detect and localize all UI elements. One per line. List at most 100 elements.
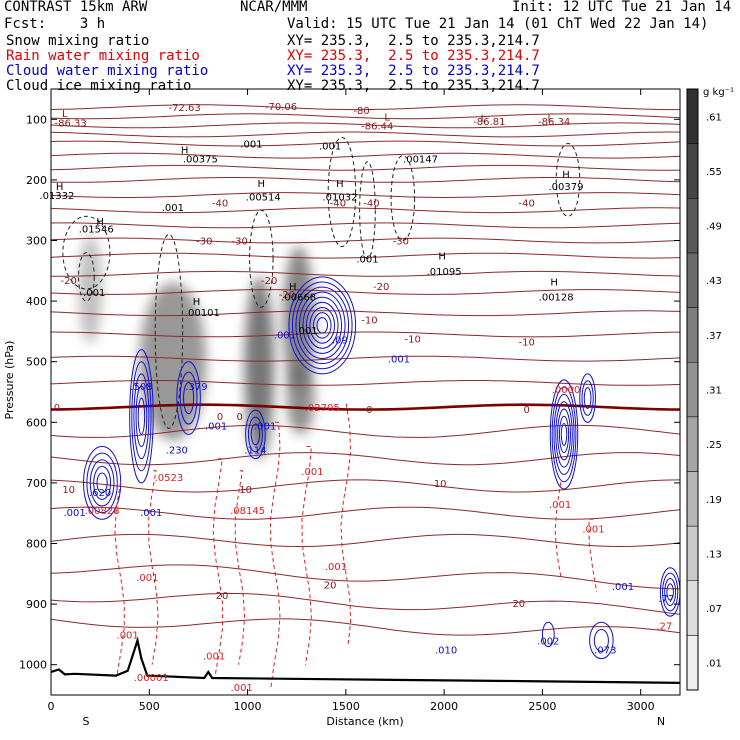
cloud-water-label: .001 <box>63 508 85 519</box>
freezing-isotherm <box>51 403 680 411</box>
colorbar-frame <box>686 88 699 691</box>
rain-label: .001 <box>203 652 225 663</box>
cloud-water-contour <box>312 312 332 339</box>
temperature-isotherm <box>51 592 680 615</box>
field-cloud-ice-xy: XY= 235.3, 2.5 to 235.3,214.7 <box>287 78 540 94</box>
cloud-ice-label: .00147 <box>403 155 438 166</box>
temperature-label: 10 <box>434 479 447 490</box>
cloud-water-contour <box>131 361 152 472</box>
cloud-water-label: .073 <box>594 646 616 657</box>
cloud-water-contour <box>245 409 266 460</box>
rain-contour <box>114 482 125 677</box>
x-tick-label: 500 <box>139 700 160 713</box>
temperature-label: -86.33 <box>55 118 87 129</box>
x-tick-label: 2500 <box>528 700 556 713</box>
temperature-label: 10 <box>239 485 252 496</box>
cloud-ice-low-marker: L <box>481 113 487 124</box>
snow-shade <box>244 276 275 459</box>
colorbar-level-label: .49 <box>706 222 722 233</box>
cloud-ice-label: .00514 <box>246 192 281 203</box>
colorbar-level-label: .31 <box>706 386 722 397</box>
colorbar-swatch <box>686 252 699 308</box>
header-org: NCAR/MMM <box>240 0 308 15</box>
rain-contour <box>148 470 159 665</box>
colorbar-level-label: .01 <box>706 659 722 670</box>
cloud-water-contour <box>86 452 118 514</box>
temperature-label: -40 <box>330 198 346 209</box>
temperature-isotherm <box>51 380 680 386</box>
y-tick-label: 500 <box>26 356 47 369</box>
header-valid: Valid: 15 UTC Tue 21 Jan 14 (01 ChT Wed … <box>287 16 709 32</box>
temperature-label: -20 <box>373 282 389 293</box>
cloud-ice-label: .00101 <box>185 308 220 319</box>
temperature-isotherm <box>51 424 680 438</box>
cloud-water-contour <box>179 371 198 425</box>
cloud-water-contour <box>541 621 555 648</box>
cloud-ice-high-marker: H <box>289 282 297 293</box>
temperature-isotherm <box>51 533 680 548</box>
cloud-water-contour <box>558 415 570 454</box>
colorbar-level-label: .55 <box>706 167 722 178</box>
cloud-ice-contour <box>327 136 357 248</box>
y-tick-label: 400 <box>26 295 47 308</box>
colorbar-swatch <box>686 580 699 636</box>
colorbar-swatch <box>686 525 699 581</box>
rain-contour <box>269 421 281 689</box>
cloud-water-contour <box>316 317 329 334</box>
cloud-water-contour <box>129 349 154 484</box>
cloud-ice-high-marker: H <box>336 179 344 190</box>
y-tick-label: 600 <box>26 416 47 429</box>
temperature-isotherm <box>51 113 680 120</box>
cloud-ice-label: .00379 <box>548 182 583 193</box>
rain-contour <box>588 518 598 593</box>
y-tick-label: 200 <box>26 174 47 187</box>
cloud-water-contour <box>291 281 353 370</box>
rain-label: .00828 <box>85 506 120 517</box>
temperature-isotherm <box>51 140 680 147</box>
cloud-water-label: .230 <box>166 446 188 457</box>
temperature-label: 0 <box>523 405 529 416</box>
cloud-water-contour <box>664 578 677 606</box>
rain-label: .001 <box>325 562 347 573</box>
cloud-ice-label: .001 <box>162 203 184 214</box>
temperature-label: -20 <box>61 276 77 287</box>
cloud-water-contour <box>133 373 150 460</box>
rain-label: .001 <box>117 630 139 641</box>
cloud-water-contour <box>560 423 568 446</box>
cloud-water-contour <box>183 381 195 415</box>
cloud-water-contour <box>659 567 680 617</box>
colorbar-level-label: .19 <box>706 495 722 506</box>
header-fcst: Fcst: 3 h <box>4 16 106 32</box>
rain-contour <box>212 458 224 677</box>
temperature-label: -30 <box>232 237 248 248</box>
rain-label: .0523 <box>155 473 184 484</box>
colorbar-level-label: .37 <box>706 331 722 342</box>
cloud-water-contour <box>557 408 571 461</box>
rain-label: .0000 <box>552 385 581 396</box>
temperature-isotherm <box>51 222 680 229</box>
temperature-label: 0 <box>54 403 60 414</box>
temperature-label: 0 <box>217 412 223 423</box>
field-rain-name: Rain water mixing ratio <box>6 48 200 64</box>
rain-label: .001 <box>136 573 158 584</box>
colorbar-swatch <box>686 88 699 144</box>
terrain-line <box>51 636 680 684</box>
field-cloud-water-name: Cloud water mixing ratio <box>6 63 209 79</box>
rain-label: .08145 <box>230 506 265 517</box>
colorbar: .01 .07 .13 .19 .25 .31 .37 .43 .49 .55 .61 g kg⁻¹ <box>686 87 734 691</box>
temperature-isotherm <box>51 452 680 466</box>
cloud-water-contour <box>581 380 594 416</box>
x-tick-label: 2000 <box>430 700 458 713</box>
cloud-ice-contour <box>249 209 274 308</box>
rain-label: .001 <box>301 467 323 478</box>
cloud-water-contour <box>551 386 577 483</box>
cloud-ice-label: .001 <box>295 326 317 337</box>
cloud-ice-contour <box>78 252 95 302</box>
temperature-isotherm <box>51 104 680 111</box>
colorbar-swatch <box>686 361 699 418</box>
rain-label: .02705 <box>305 403 340 414</box>
cloud-water-contour <box>135 385 148 448</box>
temperature-label: 10 <box>62 485 75 496</box>
temperature-label: -10 <box>405 335 421 346</box>
cloud-water-contour <box>247 416 263 453</box>
